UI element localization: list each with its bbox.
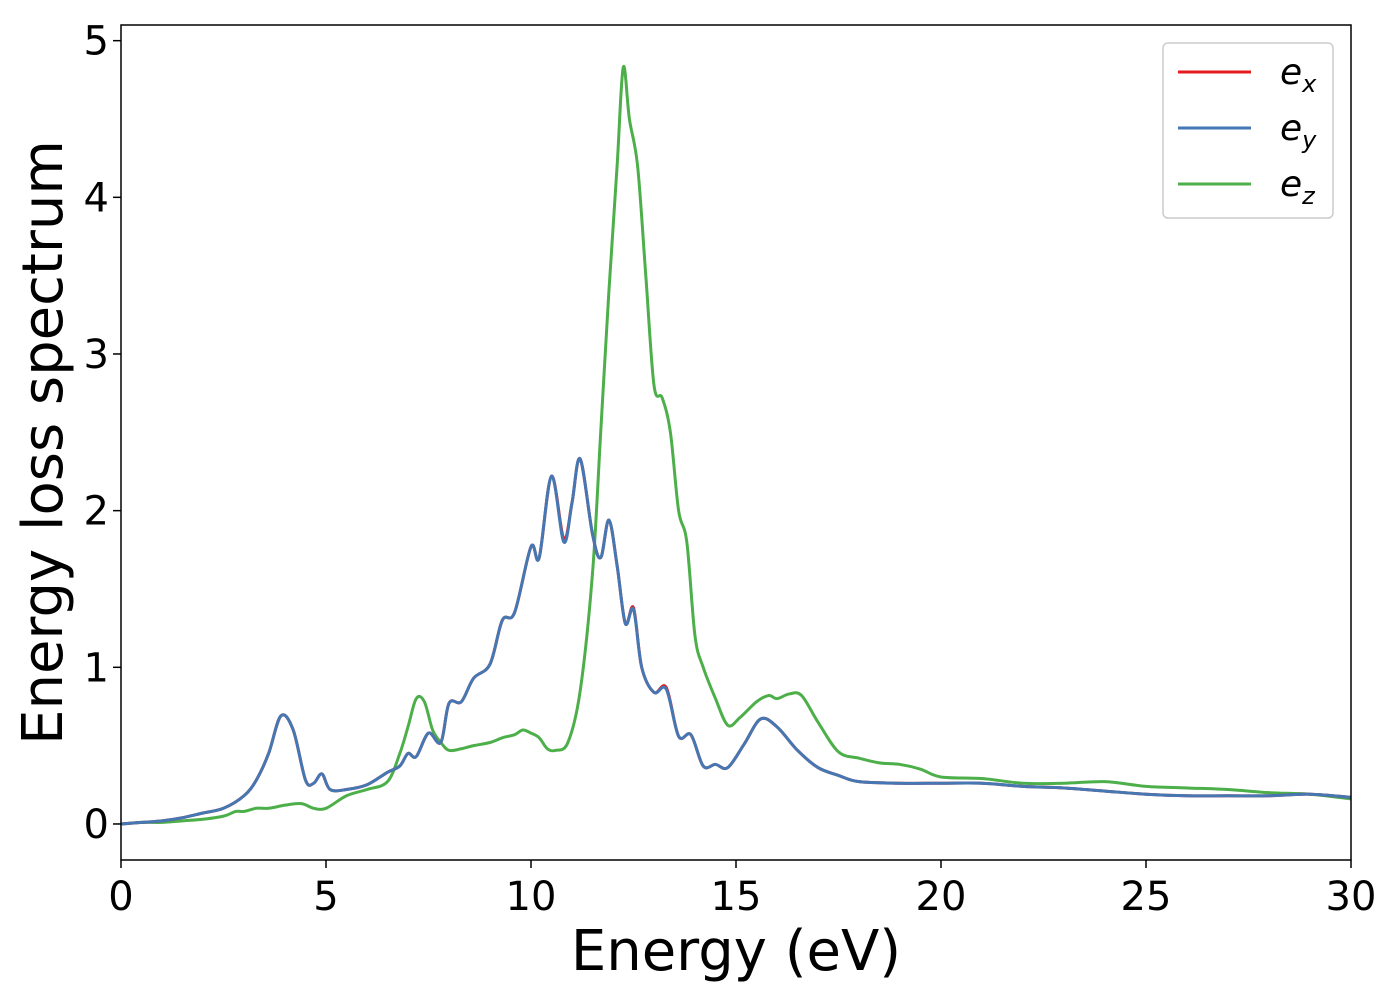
x-tick-label: 5 xyxy=(313,874,338,920)
y-tick-label: 2 xyxy=(84,489,109,535)
series-line-ex xyxy=(121,457,1351,826)
y-tick-label: 4 xyxy=(84,175,109,221)
x-tick-label: 0 xyxy=(108,874,133,920)
x-tick-label: 30 xyxy=(1326,874,1377,920)
x-tick-label: 10 xyxy=(506,874,557,920)
series-lines xyxy=(121,64,1351,826)
y-tick-label: 5 xyxy=(84,19,109,65)
legend-label-ey: ey xyxy=(1280,108,1317,154)
legend-box xyxy=(1162,42,1334,219)
y-tick-label: 1 xyxy=(84,645,109,691)
y-tick-label: 0 xyxy=(84,802,109,848)
legend: ex ey ez xyxy=(1162,42,1334,219)
x-axis-title: Energy (eV) xyxy=(571,919,901,984)
x-tick-label: 20 xyxy=(916,874,967,920)
y-tick-label: 3 xyxy=(84,332,109,378)
y-axis-title: Energy loss spectrum xyxy=(11,140,76,745)
legend-label-ex: ex xyxy=(1280,52,1317,98)
legend-label-ez: ez xyxy=(1280,164,1316,210)
series-line-ey xyxy=(121,457,1351,826)
axis-ticks: 0 5 10 15 20 25 30 0 1 2 3 4 5 xyxy=(84,19,1377,920)
series-line-ez xyxy=(121,64,1351,826)
x-tick-label: 25 xyxy=(1121,874,1172,920)
x-tick-label: 15 xyxy=(711,874,762,920)
